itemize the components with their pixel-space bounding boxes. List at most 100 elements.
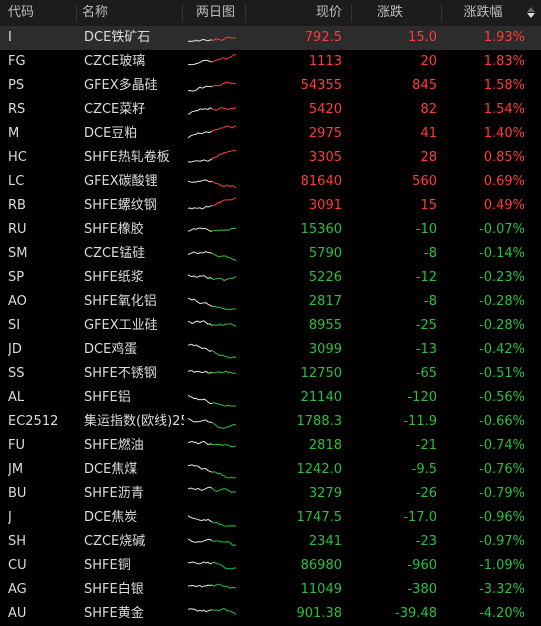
- row-code: SM: [8, 246, 28, 261]
- sparkline-day1: [188, 515, 213, 523]
- row-code: FU: [8, 438, 25, 453]
- table-row[interactable]: RU SHFE橡胶 15360 -10 -0.07%: [0, 218, 541, 242]
- two-day-sparkline: [188, 370, 236, 374]
- row-pct: -0.66%: [479, 414, 525, 429]
- row-change: 20: [420, 54, 437, 69]
- sparkline-day2: [211, 227, 236, 232]
- row-pct: -0.51%: [479, 366, 525, 381]
- row-code: AG: [8, 582, 27, 597]
- column-divider[interactable]: [182, 4, 183, 22]
- row-change: -960: [407, 558, 437, 573]
- row-pct: 0.69%: [483, 174, 525, 189]
- table-row[interactable]: SM CZCE锰硅 5790 -8 -0.14%: [0, 242, 541, 266]
- sparkline-day2: [211, 323, 236, 327]
- two-day-sparkline: [188, 538, 236, 547]
- column-divider[interactable]: [351, 4, 352, 22]
- table-row[interactable]: SP SHFE纸浆 5226 -12 -0.23%: [0, 266, 541, 290]
- two-day-sparkline: [188, 561, 236, 570]
- row-code: SS: [8, 366, 25, 381]
- row-pct: -0.97%: [479, 534, 525, 549]
- row-price: 54355: [300, 78, 342, 93]
- table-row[interactable]: RB SHFE螺纹钢 3091 15 0.49%: [0, 194, 541, 218]
- row-pct: 0.85%: [483, 150, 525, 165]
- two-day-sparkline: [188, 440, 236, 448]
- row-change: -13: [415, 342, 437, 357]
- sparkline-day2: [211, 487, 236, 494]
- header-change[interactable]: 涨跌: [376, 5, 403, 20]
- row-code: SP: [8, 270, 25, 285]
- row-pct: 0.49%: [483, 198, 525, 213]
- table-row[interactable]: AL SHFE铝 21140 -120 -0.56%: [0, 386, 541, 410]
- table-row[interactable]: FG CZCE玻璃 1113 20 1.83%: [0, 50, 541, 74]
- row-code: RB: [8, 198, 26, 213]
- row-name: SHFE铝: [84, 390, 131, 405]
- table-row[interactable]: HC SHFE热轧卷板 3305 28 0.85%: [0, 146, 541, 170]
- table-row[interactable]: AO SHFE氧化铝 2817 -8 -0.28%: [0, 290, 541, 314]
- row-code: M: [8, 126, 20, 141]
- table-row[interactable]: M DCE豆粕 2975 41 1.40%: [0, 122, 541, 146]
- table-row[interactable]: JM DCE焦煤 1242.0 -9.5 -0.76%: [0, 458, 541, 482]
- header-price[interactable]: 现价: [315, 5, 342, 20]
- header-pct[interactable]: 涨跌幅: [463, 5, 503, 20]
- row-price: 2341: [308, 534, 342, 549]
- sparkline-day2: [211, 421, 236, 429]
- table-row[interactable]: CU SHFE铜 86980 -960 -1.09%: [0, 554, 541, 578]
- sparkline-day1: [188, 205, 213, 210]
- two-day-sparkline: [188, 343, 236, 359]
- table-row[interactable]: EC2512 集运指数(欧线)25 1788.3 -11.9 -0.66%: [0, 410, 541, 434]
- two-day-sparkline: [188, 274, 236, 282]
- sparkline-day2: [211, 81, 236, 88]
- two-day-sparkline: [188, 320, 236, 327]
- row-code: SI: [8, 318, 21, 333]
- sparkline-day1: [188, 130, 213, 139]
- sparkline-day2: [211, 36, 236, 41]
- row-change: -8: [424, 246, 437, 261]
- sparkline-day2: [211, 306, 236, 311]
- sparkline-day1: [188, 538, 213, 544]
- row-code: CU: [8, 558, 27, 573]
- row-code: BU: [8, 486, 27, 501]
- row-price: 5226: [308, 270, 342, 285]
- row-pct: -0.28%: [479, 318, 525, 333]
- row-price: 12750: [300, 366, 342, 381]
- table-row[interactable]: AU SHFE黄金 901.38 -39.48 -4.20%: [0, 602, 541, 626]
- table-row[interactable]: FU SHFE燃油 2818 -21 -0.74%: [0, 434, 541, 458]
- row-name: CZCE菜籽: [84, 102, 146, 117]
- two-day-sparkline: [188, 394, 236, 407]
- row-name: DCE铁矿石: [84, 30, 151, 45]
- row-change: -26: [415, 486, 437, 501]
- table-row[interactable]: SI GFEX工业硅 8955 -25 -0.28%: [0, 314, 541, 338]
- table-row[interactable]: RS CZCE菜籽 5420 82 1.54%: [0, 98, 541, 122]
- table-row[interactable]: SS SHFE不锈钢 12750 -65 -0.51%: [0, 362, 541, 386]
- two-day-sparkline: [188, 418, 236, 429]
- row-code: I: [8, 30, 12, 45]
- table-row[interactable]: LC GFEX碳酸锂 81640 560 0.69%: [0, 170, 541, 194]
- row-change: -25: [415, 318, 437, 333]
- table-row[interactable]: BU SHFE沥青 3279 -26 -0.79%: [0, 482, 541, 506]
- header-chart[interactable]: 两日图: [196, 5, 236, 20]
- table-row[interactable]: J DCE焦炭 1747.5 -17.0 -0.96%: [0, 506, 541, 530]
- table-row[interactable]: JD DCE鸡蛋 3099 -13 -0.42%: [0, 338, 541, 362]
- sparkline-day2: [211, 561, 236, 570]
- row-name: SHFE氧化铝: [84, 294, 157, 309]
- table-row[interactable]: SH CZCE烧碱 2341 -23 -0.97%: [0, 530, 541, 554]
- table-row[interactable]: PS GFEX多晶硅 54355 845 1.58%: [0, 74, 541, 98]
- sparkline-day2: [211, 276, 236, 282]
- row-pct: -0.14%: [479, 246, 525, 261]
- sort-desc-icon[interactable]: [527, 13, 535, 18]
- row-pct: -4.20%: [479, 606, 525, 621]
- sparkline-day1: [188, 59, 213, 66]
- column-divider[interactable]: [245, 4, 246, 22]
- table-row[interactable]: I DCE铁矿石 792.5 15.0 1.93%: [0, 26, 541, 50]
- table-row[interactable]: AG SHFE白银 11049 -380 -3.32%: [0, 578, 541, 602]
- sort-asc-icon[interactable]: [527, 7, 535, 12]
- row-pct: -0.56%: [479, 390, 525, 405]
- column-divider[interactable]: [441, 4, 442, 22]
- column-divider[interactable]: [76, 4, 77, 22]
- header-name[interactable]: 名称: [82, 5, 109, 20]
- header-code[interactable]: 代码: [8, 5, 35, 20]
- row-change: -8: [424, 294, 437, 309]
- row-name: SHFE铜: [84, 558, 131, 573]
- row-price: 3279: [308, 486, 342, 501]
- row-price: 1788.3: [296, 414, 343, 429]
